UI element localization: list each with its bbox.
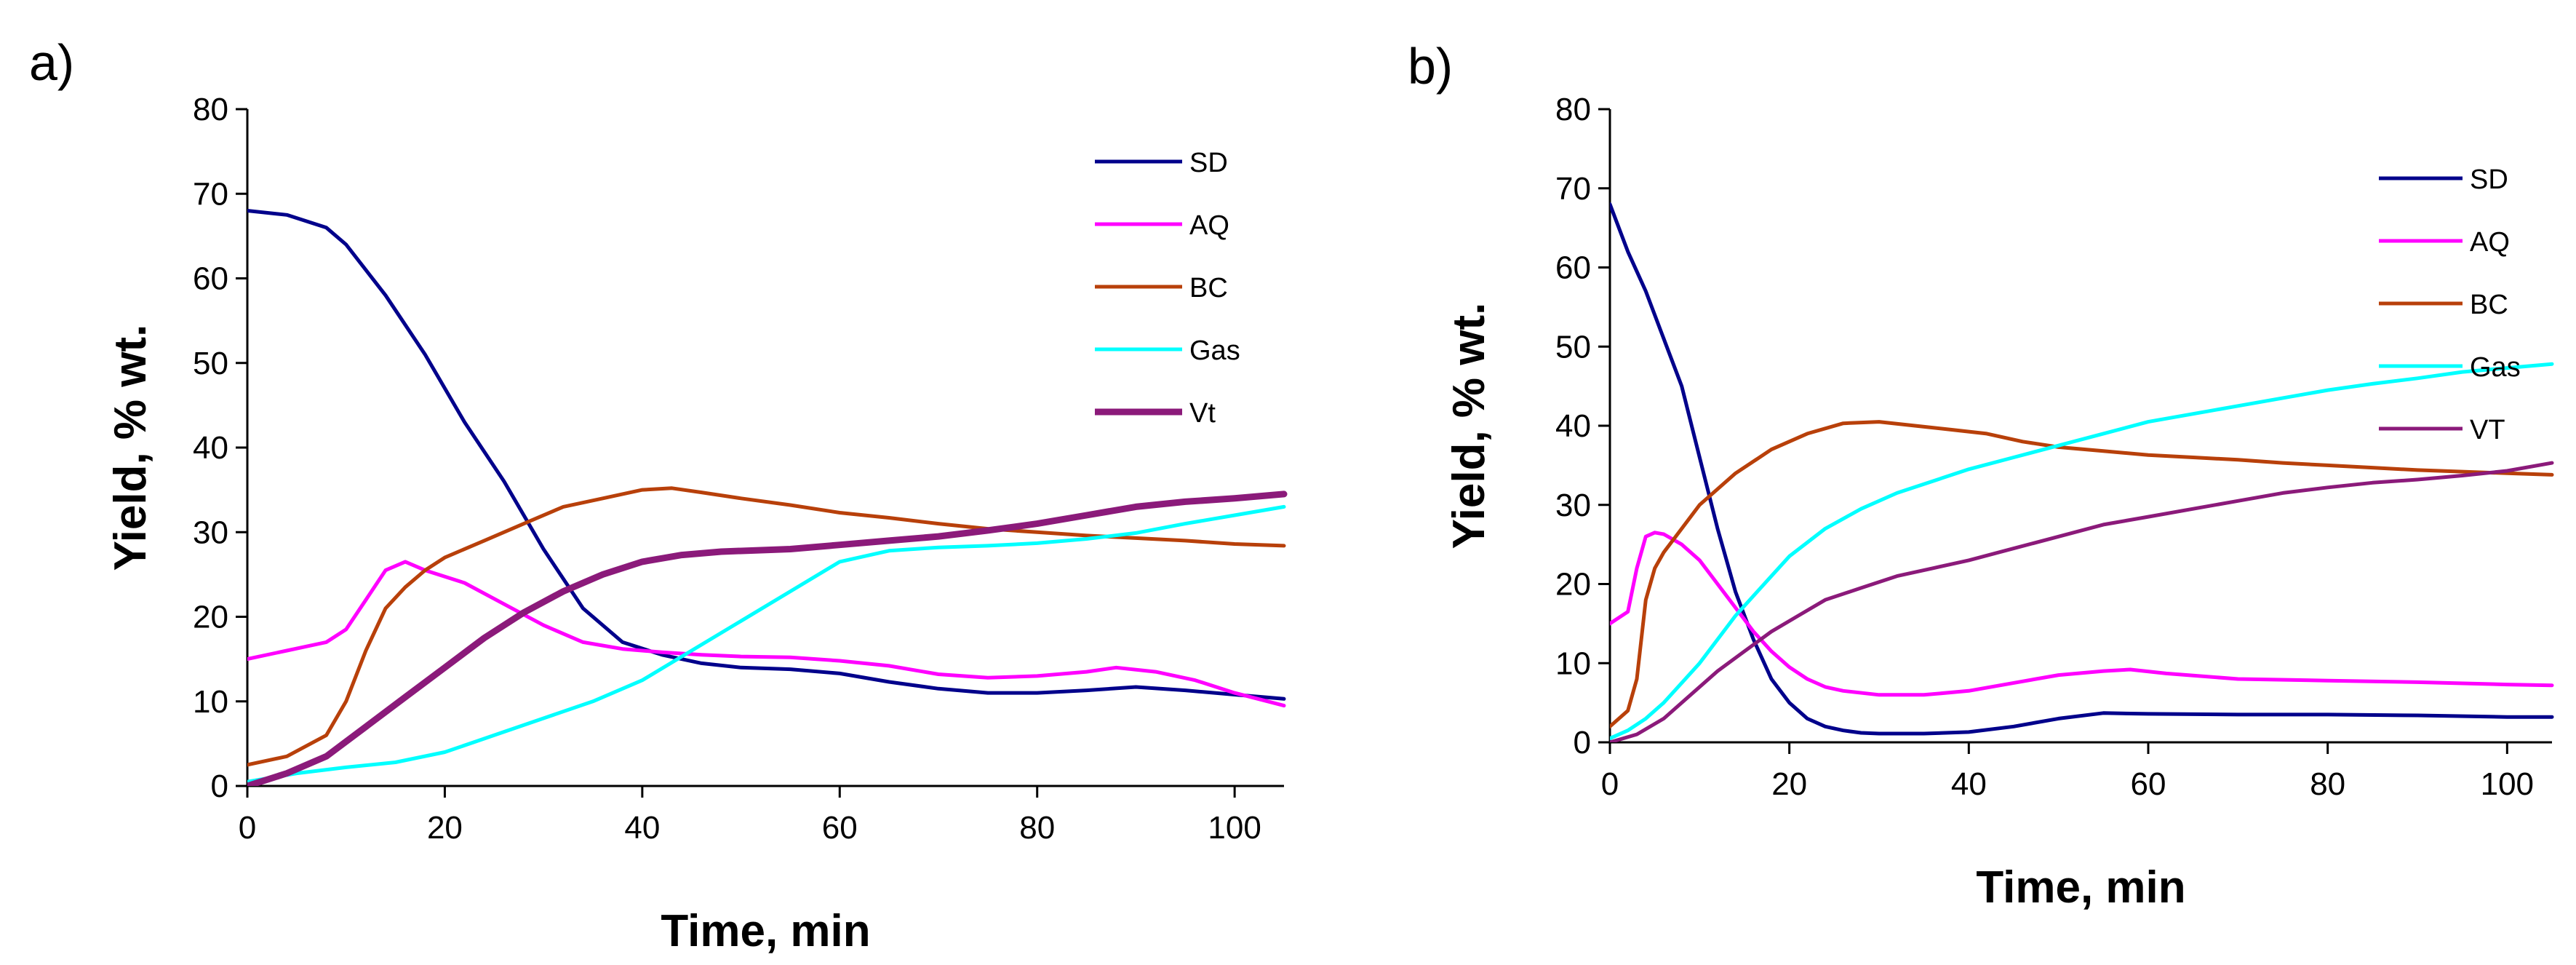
- series-line-aq: [247, 560, 1286, 708]
- x-tick-label: 40: [624, 810, 660, 846]
- y-tick-label: 50: [193, 346, 228, 381]
- y-tick-label: 0: [211, 769, 228, 804]
- panel-label: b): [1408, 38, 1453, 95]
- y-tick-label: 70: [1555, 171, 1591, 207]
- legend-label-vt: Vt: [1189, 398, 1216, 429]
- y-tick-label: 10: [1555, 646, 1591, 681]
- panel-label: a): [29, 34, 74, 91]
- x-tick-label: 60: [2131, 766, 2166, 802]
- x-tick-label: 100: [2481, 766, 2534, 802]
- y-tick-label: 20: [193, 600, 228, 635]
- series-line-gas: [1610, 362, 2554, 741]
- y-tick-label: 80: [193, 92, 228, 127]
- series-line-sd: [247, 209, 1286, 701]
- chart-panel-b: b) 0 10 20 30 40 50 60 70 80 0 20 40 60 80 100 Time, min…: [1408, 38, 2554, 913]
- y-tick-label: 50: [1555, 329, 1591, 365]
- x-tick-label: 0: [239, 810, 256, 846]
- y-tick-label: 80: [1555, 92, 1591, 127]
- legend-label-sd: SD: [2470, 164, 2508, 195]
- x-tick-label: 0: [1601, 766, 1619, 802]
- y-tick-label: 60: [1555, 250, 1591, 286]
- series-line-aq: [1610, 531, 2554, 697]
- x-tick-label: 80: [1019, 810, 1055, 846]
- legend-label-aq: AQ: [2470, 227, 2510, 258]
- legend-label-gas: Gas: [2470, 352, 2521, 383]
- y-tick-label: 0: [1574, 725, 1591, 761]
- y-tick-label: 70: [193, 176, 228, 212]
- legend-label-sd: SD: [1189, 148, 1228, 178]
- legend-label-gas: Gas: [1189, 335, 1240, 366]
- y-tick-label: 10: [193, 684, 228, 720]
- legend-label-bc: BC: [1189, 273, 1228, 303]
- x-tick-label: 40: [1951, 766, 1987, 802]
- series-line-vt: [247, 491, 1288, 786]
- y-tick-label: 30: [193, 515, 228, 550]
- series-line-sd: [1610, 202, 2554, 736]
- chart-panel-a: a) 0 10 20 30 40 50 60 70 80 0 20 40 60 80 100 Time, min…: [29, 34, 1288, 956]
- x-tick-label: 20: [1771, 766, 1807, 802]
- x-tick-label: 20: [427, 810, 463, 846]
- series-line-vt: [1610, 461, 2554, 742]
- y-tick-label: 20: [1555, 567, 1591, 603]
- series-line-bc: [1610, 420, 2554, 728]
- legend-label-vt: VT: [2470, 415, 2505, 445]
- x-axis-title: Time, min: [661, 906, 870, 956]
- x-axis-title: Time, min: [1976, 862, 2185, 913]
- y-tick-label: 60: [193, 261, 228, 297]
- series-line-gas: [247, 504, 1286, 784]
- y-tick-label: 30: [1555, 488, 1591, 523]
- y-axis-title: Yield, % wt.: [105, 325, 156, 571]
- y-axis-title: Yield, % wt.: [1444, 303, 1494, 549]
- x-tick-label: 60: [822, 810, 858, 846]
- legend-label-aq: AQ: [1189, 210, 1229, 241]
- series-line-bc: [247, 486, 1286, 767]
- legend-label-bc: BC: [2470, 290, 2508, 320]
- y-tick-label: 40: [1555, 408, 1591, 444]
- x-tick-label: 100: [1208, 810, 1261, 846]
- y-tick-label: 40: [193, 430, 228, 466]
- x-tick-label: 80: [2310, 766, 2345, 802]
